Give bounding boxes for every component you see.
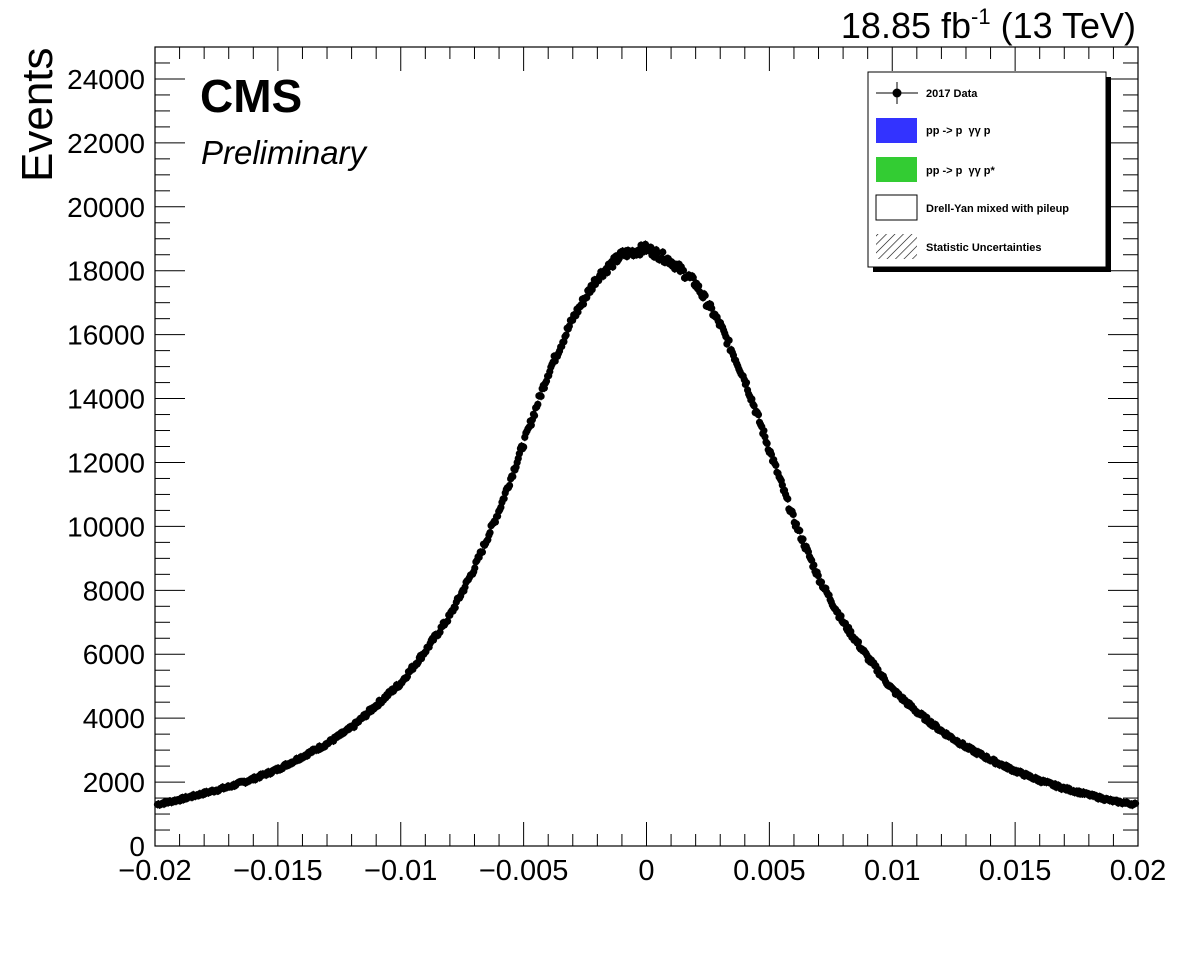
data-points [153, 240, 1140, 810]
y-tick-label: 0 [129, 831, 145, 862]
data-point [708, 304, 716, 312]
x-tick-label: 0.02 [1110, 855, 1166, 887]
y-tick-label: 4000 [83, 703, 145, 734]
data-point [603, 268, 611, 277]
legend-item-uncertainties: Statistic Uncertainties [876, 234, 1042, 259]
data-point [799, 535, 807, 543]
legend-item-signal-elastic: pp -> p γγ p [876, 118, 991, 143]
data-point [500, 495, 508, 503]
data-point [796, 527, 804, 535]
y-tick-label: 10000 [67, 511, 145, 542]
data-point [1131, 799, 1140, 808]
legend: 2017 Data pp -> p γγ p pp -> p γγ p* Dre… [867, 71, 1111, 272]
status-label: Preliminary [201, 134, 369, 171]
legend-item-data: 2017 Data [876, 82, 978, 104]
hatch-swatch [876, 234, 917, 259]
data-point [451, 604, 459, 612]
data-point [520, 443, 528, 451]
y-tick-label: 6000 [83, 639, 145, 670]
y-tick-label: 16000 [67, 320, 145, 351]
green-fill-swatch [876, 157, 917, 182]
y-tick-label: 8000 [83, 575, 145, 606]
data-point [583, 294, 591, 302]
y-tick-label: 12000 [67, 447, 145, 478]
y-tick-label: 20000 [67, 192, 145, 223]
data-point [772, 461, 780, 469]
white-box-swatch [875, 194, 918, 221]
y-tick-label: 18000 [67, 256, 145, 287]
x-tick-label: 0.01 [864, 855, 920, 887]
data-point [653, 248, 661, 257]
y-axis-label: Events [13, 47, 62, 182]
legend-label-signal-elastic: pp -> p γγ p [926, 125, 991, 137]
data-point [565, 322, 573, 330]
y-tick-label: 2000 [83, 767, 145, 798]
data-point [534, 400, 542, 408]
data-point [763, 439, 771, 448]
y-tick-label: 14000 [67, 384, 145, 415]
data-point [760, 427, 768, 435]
data-point [792, 520, 801, 528]
data-point [527, 421, 535, 429]
data-marker-icon [892, 88, 902, 98]
y-tick-labels: 0 2000 4000 6000 8000 10000 12000 14000 16000 180… [67, 64, 145, 862]
legend-item-drell-yan: Drell-Yan mixed with pileup [875, 194, 1069, 221]
data-point [810, 561, 818, 569]
blue-fill-swatch [876, 118, 917, 143]
data-point [505, 481, 514, 490]
data-point [478, 548, 486, 556]
x-tick-label: −0.015 [233, 855, 323, 887]
lumi-label: 18.85 fb-1 (13 TeV) [841, 4, 1136, 46]
legend-label-data: 2017 Data [926, 88, 978, 100]
experiment-label: CMS [200, 70, 302, 122]
data-point [537, 392, 545, 400]
data-point [509, 472, 517, 481]
x-tick-label: −0.01 [364, 855, 437, 887]
y-tick-label: 24000 [67, 64, 145, 95]
data-point [609, 263, 617, 271]
data-point [562, 331, 570, 339]
data-point [789, 510, 797, 519]
legend-item-signal-inelastic: pp -> p γγ p* [876, 157, 995, 182]
data-point [784, 495, 792, 503]
data-point [761, 433, 769, 441]
data-point [689, 274, 697, 282]
data-point [530, 411, 539, 420]
data-point [742, 379, 751, 387]
data-point [579, 300, 588, 308]
data-point [679, 266, 688, 275]
legend-label-uncertainties: Statistic Uncertainties [926, 242, 1042, 254]
axis-ticks [154, 47, 1139, 847]
data-point [444, 617, 452, 625]
data-point [695, 282, 703, 290]
legend-label-drell-yan: Drell-Yan mixed with pileup [926, 203, 1069, 215]
x-tick-label: 0 [638, 855, 654, 887]
x-tick-label: 0.005 [733, 855, 806, 887]
data-point [725, 336, 733, 344]
data-point [491, 518, 500, 526]
data-point [486, 529, 494, 537]
x-tick-label: 0.015 [979, 855, 1052, 887]
x-tick-labels: −0.02 −0.015 −0.01 −0.005 0 0.005 0.01 0.015 0.0… [118, 855, 1166, 887]
legend-label-signal-inelastic: pp -> p γγ p* [926, 165, 995, 177]
data-point [854, 638, 863, 646]
data-point [471, 564, 479, 572]
data-point [754, 411, 763, 419]
x-tick-label: −0.005 [479, 855, 569, 887]
y-tick-label: 22000 [67, 128, 145, 159]
x-tick-label: −0.02 [118, 855, 191, 887]
data-point [837, 612, 845, 620]
data-point [701, 291, 709, 300]
data-point [814, 572, 822, 580]
data-point [659, 248, 667, 256]
